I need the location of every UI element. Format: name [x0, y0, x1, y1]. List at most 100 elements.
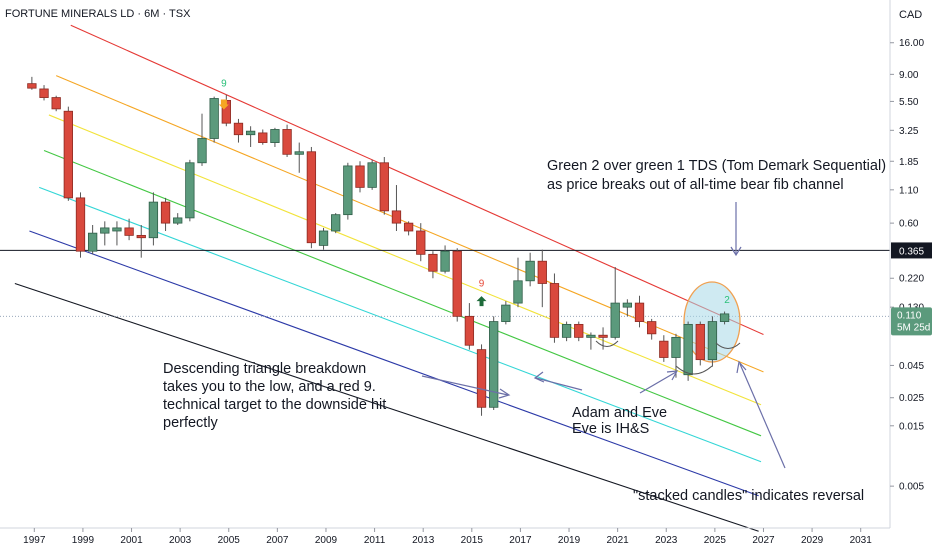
arrow-to-low [421, 375, 509, 396]
candle-body [112, 227, 122, 232]
candle-11 [160, 197, 171, 231]
candle-body [75, 197, 86, 252]
annotation-adam-eve-line1: Adam and Eve [572, 405, 667, 421]
time-tick-label-14: 2025 [704, 535, 727, 546]
last-price-label-bg [891, 307, 932, 336]
annotation-stacked-candles: "stacked candles" indicates reversal [633, 488, 864, 504]
candle-27 [355, 161, 365, 193]
candle-13 [185, 159, 195, 222]
candle-body [39, 88, 49, 98]
time-tick-label-9: 2015 [461, 535, 484, 546]
candle-3 [63, 106, 73, 201]
candle-18 [245, 126, 256, 147]
candle-30 [391, 185, 402, 231]
candle-body [391, 210, 402, 224]
candle-49 [622, 299, 633, 317]
currency-label[interactable]: CAD [899, 9, 922, 21]
price-tick-label-6: 0.60 [899, 219, 919, 230]
time-tick-label-1: 1999 [72, 535, 95, 546]
candle-body [622, 302, 633, 308]
candle-body [403, 222, 414, 232]
candle-body [282, 129, 292, 155]
candle-0 [27, 76, 37, 90]
candle-53 [671, 333, 681, 378]
candle-body [63, 110, 73, 199]
tds-labels: 9 9 2 [218, 79, 730, 307]
price-tick-label-9: 0.045 [899, 361, 924, 372]
drawing-annotations: Green 2 over green 1 TDS (Tom Demark Seq… [163, 158, 886, 504]
candle-45 [574, 321, 584, 342]
fib-line-3 [43, 150, 762, 437]
candle-body [671, 336, 681, 358]
candle-body [683, 323, 693, 376]
arrow-adam [535, 377, 583, 391]
candle-46 [586, 332, 596, 350]
candle-19 [258, 129, 268, 145]
time-tick-label-7: 2011 [364, 535, 386, 546]
candle-body [355, 165, 365, 188]
price-tick-label-3: 3.25 [899, 126, 919, 137]
arrow-eve [639, 371, 677, 394]
time-tick-label-17: 2031 [850, 535, 873, 546]
candle-body [343, 165, 353, 216]
candle-22 [294, 142, 304, 173]
candle-7 [112, 221, 122, 246]
time-tick-label-2: 2001 [120, 535, 143, 546]
candle-12 [173, 213, 183, 225]
candle-48 [610, 266, 620, 340]
candle-2 [51, 95, 61, 112]
arrowhead-eve [666, 370, 679, 381]
time-tick-label-16: 2029 [801, 535, 824, 546]
time-tick-label-5: 2007 [266, 535, 289, 546]
candle-body [634, 302, 645, 322]
candle-5 [87, 224, 98, 255]
fib-line-6 [14, 282, 759, 532]
bar-countdown-label: 5M 25d [897, 322, 930, 333]
candle-body [586, 334, 596, 338]
price-tick-label-11: 0.015 [899, 421, 924, 432]
candle-54 [683, 321, 693, 381]
horizontal-line-label: 0.365 [899, 246, 924, 257]
price-tick-label-7: 0.220 [899, 274, 924, 285]
price-tick-label-10: 0.025 [899, 393, 924, 404]
head-arc [675, 365, 713, 375]
candle-14 [197, 113, 207, 166]
time-axis[interactable]: 1997 1999 2001 2003 2005 2007 2009 2011 2013 2015… [23, 528, 872, 546]
candle-body [610, 302, 620, 338]
horizontal-line-label-bg [891, 242, 932, 259]
fib-line-5 [29, 230, 759, 497]
fib-channel [14, 24, 764, 532]
candle-body [513, 280, 523, 304]
candle-body [707, 321, 718, 361]
candle-body [100, 227, 110, 234]
price-axis[interactable]: 16.009.005.503.251.851.100.600.2200.1300… [890, 38, 924, 493]
candle-body [719, 313, 730, 322]
candle-17 [233, 118, 244, 143]
time-tick-label-8: 2013 [412, 535, 435, 546]
tds-label-1: 9 [479, 278, 485, 289]
candle-32 [416, 223, 426, 262]
candle-body [331, 214, 341, 232]
price-tick-label-12: 0.005 [899, 482, 924, 493]
candle-body [561, 323, 572, 338]
candle-body [148, 201, 159, 239]
candle-31 [403, 221, 414, 236]
candle-55 [695, 321, 705, 366]
candle-1 [39, 85, 49, 101]
time-tick-label-15: 2027 [752, 535, 775, 546]
candle-21 [282, 124, 292, 157]
time-tick-label-11: 2019 [558, 535, 581, 546]
arrowhead-to-low [498, 388, 511, 399]
candle-body [574, 323, 584, 338]
last-price-label: 0.110 [897, 310, 922, 321]
candle-body [27, 83, 37, 89]
annotation-adam-eve-line2: Eve is IH&S [572, 421, 649, 437]
annotation-triangle-line1: Descending triangle breakdown [163, 361, 366, 377]
candle-body [501, 304, 511, 322]
time-tick-label-12: 2021 [607, 535, 630, 546]
fib-line-2 [48, 114, 762, 406]
candle-body [160, 201, 171, 224]
